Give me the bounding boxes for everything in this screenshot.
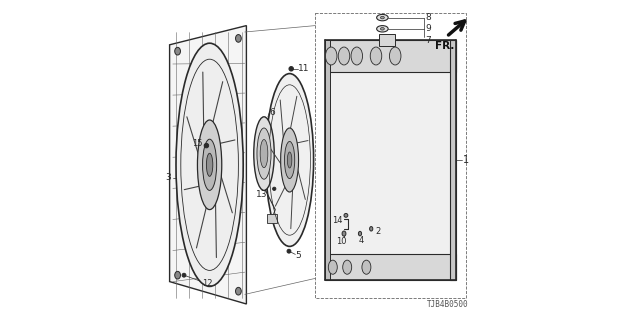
Ellipse shape [197,120,222,210]
Ellipse shape [362,260,371,274]
Ellipse shape [260,140,268,168]
Text: 5: 5 [296,252,301,260]
Ellipse shape [236,35,241,42]
Ellipse shape [370,47,381,65]
Text: 9: 9 [425,24,431,33]
Ellipse shape [358,231,362,236]
Ellipse shape [370,227,373,231]
Ellipse shape [289,67,294,71]
Ellipse shape [175,271,180,279]
Ellipse shape [285,141,295,179]
Text: 12: 12 [202,279,212,288]
Ellipse shape [339,47,349,65]
Text: 13: 13 [257,190,268,199]
Ellipse shape [376,26,388,32]
Ellipse shape [287,152,292,168]
Text: 8: 8 [425,13,431,22]
Text: 10: 10 [336,237,347,246]
Ellipse shape [380,16,384,19]
Ellipse shape [257,128,271,179]
Ellipse shape [343,260,352,274]
Polygon shape [325,40,456,72]
Text: 6: 6 [270,108,275,116]
Ellipse shape [342,231,346,236]
Text: 3: 3 [165,173,171,182]
Ellipse shape [376,14,388,21]
Ellipse shape [326,47,337,65]
Ellipse shape [328,260,337,274]
Ellipse shape [236,287,241,295]
Text: 15: 15 [192,139,202,148]
Ellipse shape [281,128,298,192]
Ellipse shape [351,47,362,65]
Text: 2: 2 [375,228,380,236]
Text: FR.: FR. [435,41,454,52]
Polygon shape [325,40,456,280]
Text: 14: 14 [332,216,342,225]
Ellipse shape [344,213,348,217]
Ellipse shape [206,153,212,176]
Ellipse shape [380,28,384,30]
Text: TJB4B0500: TJB4B0500 [427,300,468,309]
Ellipse shape [287,249,291,253]
Ellipse shape [273,187,276,190]
Ellipse shape [176,43,243,286]
Ellipse shape [266,74,314,246]
Polygon shape [325,40,330,280]
Bar [268,214,278,223]
Bar [379,34,396,46]
Polygon shape [450,40,456,280]
Ellipse shape [182,273,186,277]
Text: 7: 7 [425,36,431,44]
Ellipse shape [204,143,209,148]
Ellipse shape [175,47,180,55]
Polygon shape [325,254,456,280]
Bar [315,13,466,298]
Ellipse shape [389,47,401,65]
Text: 4: 4 [359,236,364,245]
Ellipse shape [253,117,275,190]
Text: 11: 11 [298,64,310,73]
Text: 1: 1 [463,155,469,165]
Ellipse shape [202,139,216,190]
Polygon shape [170,26,246,304]
